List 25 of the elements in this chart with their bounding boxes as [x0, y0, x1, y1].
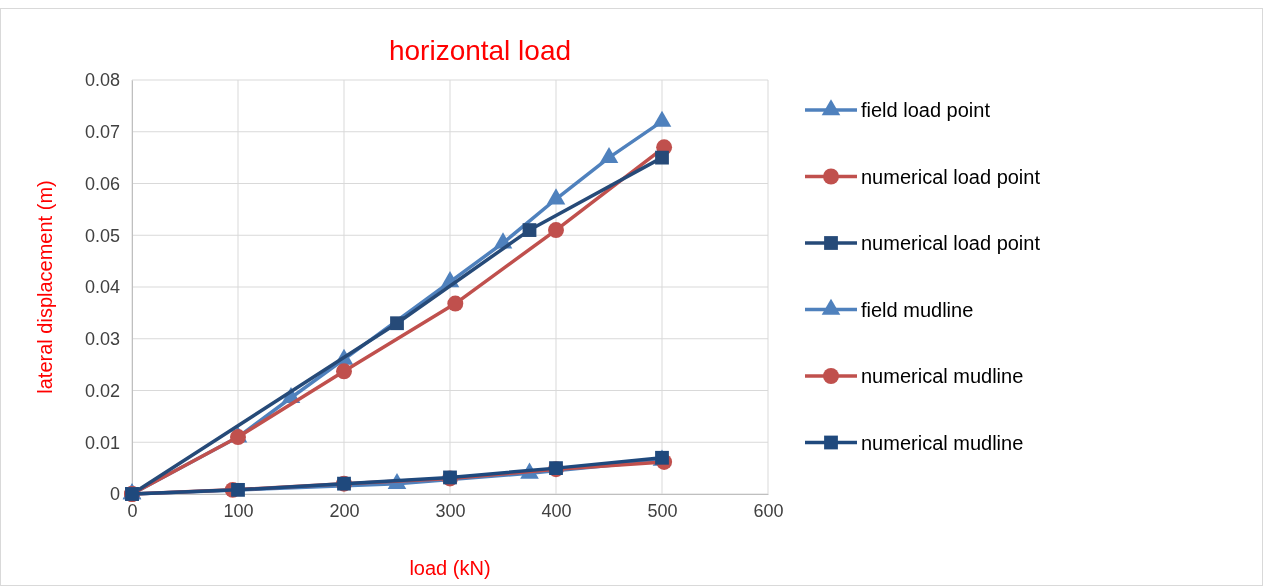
- y-tick-label: 0.07: [84, 122, 120, 143]
- x-tick-label: 100: [223, 500, 254, 521]
- y-tick-label: 0: [109, 484, 120, 505]
- legend-label: field load point: [861, 99, 991, 121]
- x-axis-title: load (kN): [409, 557, 491, 579]
- x-tick-label: 400: [541, 500, 572, 521]
- x-tick-label: 200: [329, 500, 360, 521]
- y-tick-label: 0.02: [84, 380, 120, 401]
- y-tick-label: 0.06: [84, 173, 120, 194]
- x-tick-label: 300: [435, 500, 466, 521]
- y-tick-label: 0.05: [84, 225, 120, 246]
- legend-label: numerical load point: [861, 232, 1041, 254]
- legend-label: numerical load point: [861, 165, 1041, 188]
- legend-label: field mudline: [861, 298, 974, 321]
- y-tick-label: 0.04: [84, 277, 120, 298]
- y-axis-title: lateral displacement (m): [34, 180, 56, 394]
- y-tick-label: 0.01: [84, 432, 120, 453]
- y-tick-label: 0.03: [84, 329, 120, 350]
- chart-title: horizontal load: [388, 35, 572, 66]
- y-tick-label: 0.08: [84, 70, 120, 91]
- x-tick-label: 0: [127, 500, 138, 521]
- legend-label: numerical mudline: [861, 431, 1024, 454]
- x-tick-label: 600: [753, 500, 784, 521]
- legend-label: numerical mudline: [861, 365, 1024, 387]
- x-tick-label: 500: [647, 500, 678, 521]
